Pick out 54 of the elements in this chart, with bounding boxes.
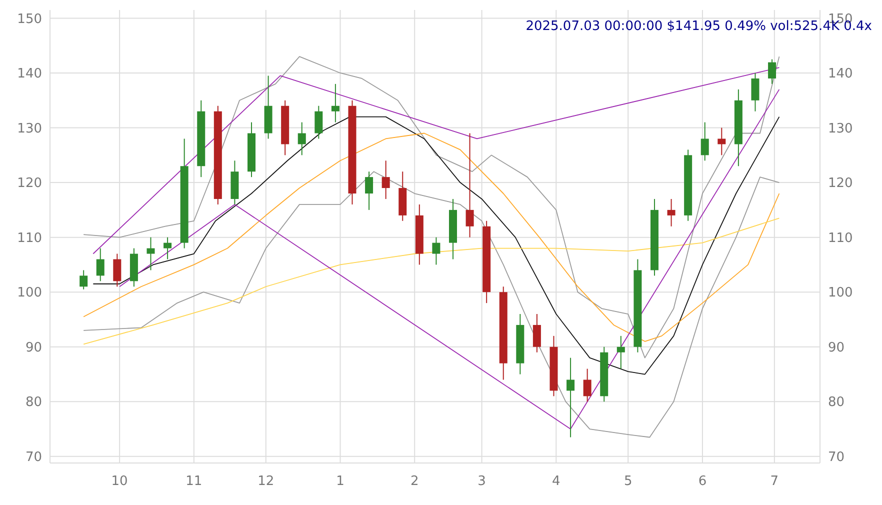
y2-tick-label: 130 — [828, 121, 853, 136]
x-tick-label: 5 — [624, 474, 632, 489]
y-tick-label: 80 — [25, 395, 42, 410]
x-tick-label: 12 — [258, 474, 274, 489]
candlestick — [96, 248, 104, 282]
candlestick — [164, 236, 172, 260]
y-tick-label: 70 — [25, 450, 42, 465]
y-tick-label: 110 — [17, 230, 42, 246]
candlestick — [382, 160, 390, 200]
x-tick-label: 11 — [186, 474, 202, 489]
line-series — [83, 132, 780, 342]
candlestick — [751, 72, 760, 112]
x-tick-label: 4 — [552, 474, 560, 489]
candlestick — [80, 270, 88, 290]
x-tick-label: 1 — [336, 474, 344, 489]
candlestick — [532, 314, 541, 353]
candlestick — [583, 368, 592, 402]
candlestick — [113, 253, 122, 288]
line-series — [83, 56, 780, 358]
x-tick-label: 10 — [111, 474, 128, 489]
line-series — [83, 171, 780, 438]
y2-tick-label: 110 — [828, 230, 853, 246]
candlestick — [146, 236, 155, 271]
x-tick-label: 2 — [410, 474, 419, 489]
y2-tick-label: 100 — [828, 286, 853, 301]
y-tick-label: 100 — [17, 286, 42, 301]
y-tick-label: 120 — [17, 176, 42, 192]
line-series — [83, 218, 780, 345]
candlestick — [331, 83, 340, 123]
candlestick — [667, 198, 676, 227]
y-tick-label: 130 — [17, 121, 42, 136]
candlestick — [314, 105, 323, 140]
x-tick-label: 7 — [770, 474, 779, 489]
y2-tick-label: 80 — [828, 395, 845, 410]
candlestick — [700, 122, 709, 162]
y-tick-label: 90 — [25, 340, 42, 356]
line-series — [92, 67, 780, 254]
candlestick — [365, 171, 374, 210]
candlestick — [768, 58, 776, 84]
candlestick — [616, 335, 625, 370]
candlestick — [298, 122, 306, 156]
x-tick-label: 6 — [698, 474, 707, 489]
y2-tick-label: 140 — [828, 66, 853, 82]
y-tick-label: 140 — [17, 66, 42, 82]
y-tick-label: 150 — [17, 12, 42, 27]
candlestick — [432, 236, 440, 266]
y2-tick-label: 70 — [828, 450, 845, 465]
line-series — [119, 88, 780, 430]
y2-tick-label: 120 — [828, 176, 853, 192]
candlestick — [566, 357, 575, 438]
candlestick — [466, 132, 474, 238]
candlestick — [718, 127, 726, 156]
x-tick-label: 3 — [478, 474, 486, 489]
y2-tick-label: 90 — [828, 340, 845, 356]
